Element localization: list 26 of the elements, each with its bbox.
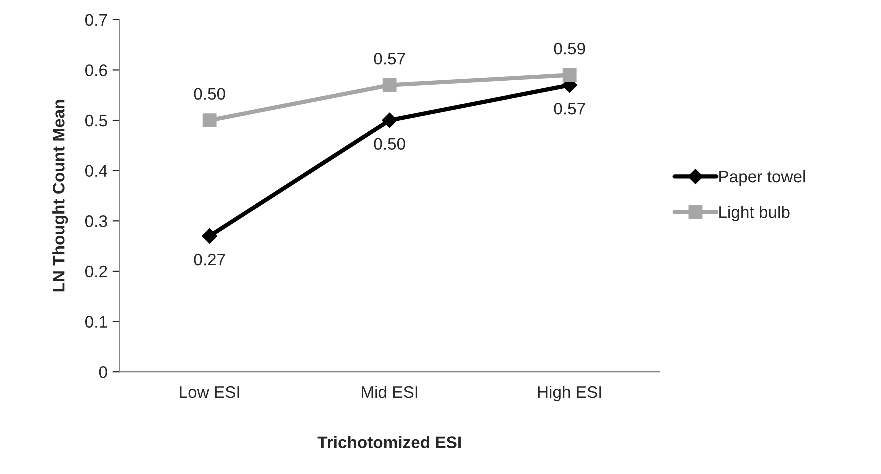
- data-label: 0.50: [194, 88, 226, 100]
- data-label: 0.27: [194, 254, 226, 266]
- y-axis-title: LN Thought Count Mean: [52, 100, 68, 292]
- data-label: 0.50: [374, 138, 406, 150]
- y-tick-label: 0.4: [85, 165, 108, 178]
- point: [202, 228, 218, 244]
- legend-label: Light bulb: [720, 206, 790, 222]
- y-tick-label: 0.3: [85, 216, 108, 228]
- data-label: 0.57: [554, 102, 586, 115]
- x-tick-label: High ESI: [538, 386, 602, 402]
- y-tick-label: 0.7: [85, 14, 108, 26]
- y-tick-label: 0.2: [85, 266, 108, 278]
- point: [382, 78, 397, 92]
- x-tick-label: Mid ESI: [362, 386, 418, 398]
- data-label: 0.59: [554, 42, 586, 55]
- x-axis-title: Trichotomized ESI: [318, 436, 461, 448]
- data-label: 0.57: [374, 52, 406, 65]
- y-tick-label: 0: [99, 366, 108, 378]
- legend-label: Paper towel: [720, 170, 806, 186]
- y-tick-label: 0.6: [85, 64, 108, 76]
- y-tick-label: 0.1: [85, 316, 108, 328]
- point: [382, 112, 398, 128]
- point: [202, 114, 217, 128]
- x-tick-label: Low ESI: [180, 386, 240, 398]
- y-tick-label: 0.5: [85, 114, 108, 127]
- point: [562, 68, 577, 82]
